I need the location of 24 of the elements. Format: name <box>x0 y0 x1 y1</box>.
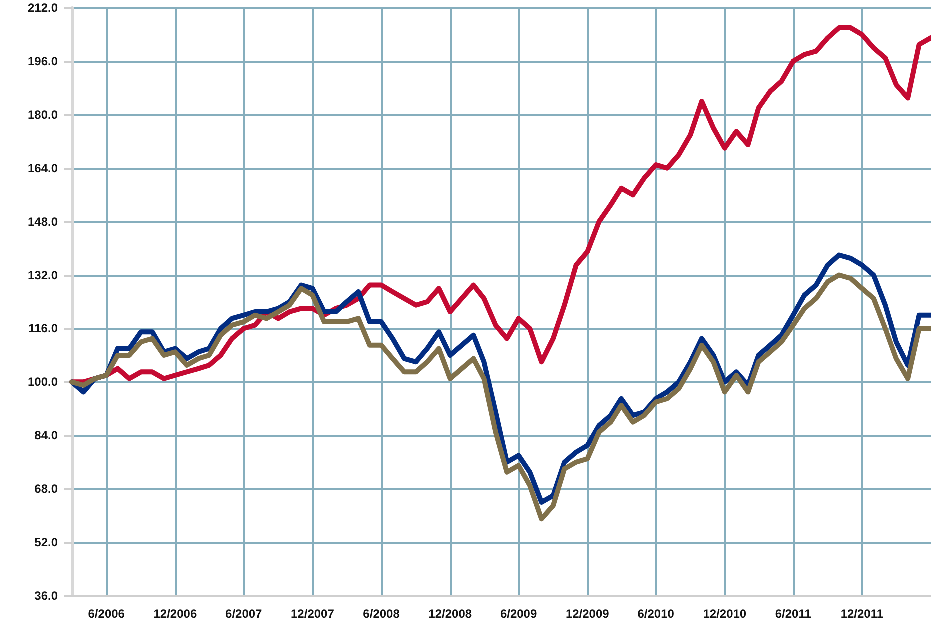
x-tick-label: 6/2007 <box>226 607 263 621</box>
x-tick-label: 6/2006 <box>88 607 126 621</box>
x-tick-label: 12/2010 <box>703 607 747 621</box>
y-tick-label: 116.0 <box>28 322 58 336</box>
y-tick-label: 36.0 <box>34 589 58 603</box>
y-tick-label: 196.0 <box>28 54 58 68</box>
y-tick-label: 100.0 <box>28 375 58 390</box>
x-tick-label: 6/2008 <box>363 607 400 621</box>
x-tick-label: 6/2010 <box>638 607 675 621</box>
x-tick-label: 12/2007 <box>291 607 335 621</box>
x-tick-label: 12/2006 <box>154 607 198 621</box>
x-tick-label: 12/2008 <box>428 607 472 621</box>
y-tick-label: 212.0 <box>28 1 58 15</box>
x-tick-label: 12/2011 <box>840 607 884 621</box>
x-tick-label: 12/2009 <box>566 607 610 621</box>
y-tick-label: 132.0 <box>28 268 58 282</box>
y-tick-label: 164.0 <box>28 161 58 176</box>
x-tick-label: 6/2011 <box>775 607 812 621</box>
y-tick-label: 84.0 <box>34 428 58 443</box>
y-tick-label: 180.0 <box>28 108 58 122</box>
y-tick-label: 148.0 <box>28 214 58 229</box>
x-tick-label: 6/2009 <box>500 607 538 621</box>
y-tick-label: 52.0 <box>34 536 58 550</box>
y-tick-label: 68.0 <box>34 482 58 496</box>
